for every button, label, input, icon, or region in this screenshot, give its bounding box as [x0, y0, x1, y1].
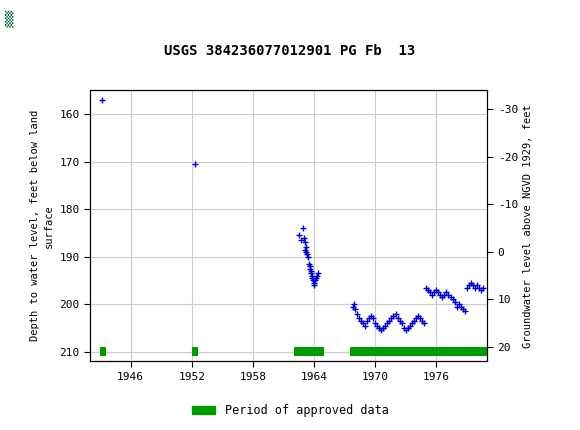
Y-axis label: Groundwater level above NGVD 1929, feet: Groundwater level above NGVD 1929, feet	[523, 104, 534, 347]
Y-axis label: Depth to water level, feet below land
surface: Depth to water level, feet below land su…	[31, 110, 54, 341]
Bar	[3, 3, 55, 35]
Text: USGS 384236077012901 PG Fb  13: USGS 384236077012901 PG Fb 13	[164, 44, 416, 58]
Legend: Period of approved data: Period of approved data	[187, 399, 393, 422]
Text: ▒: ▒	[5, 11, 13, 28]
Text: USGS: USGS	[24, 12, 61, 27]
